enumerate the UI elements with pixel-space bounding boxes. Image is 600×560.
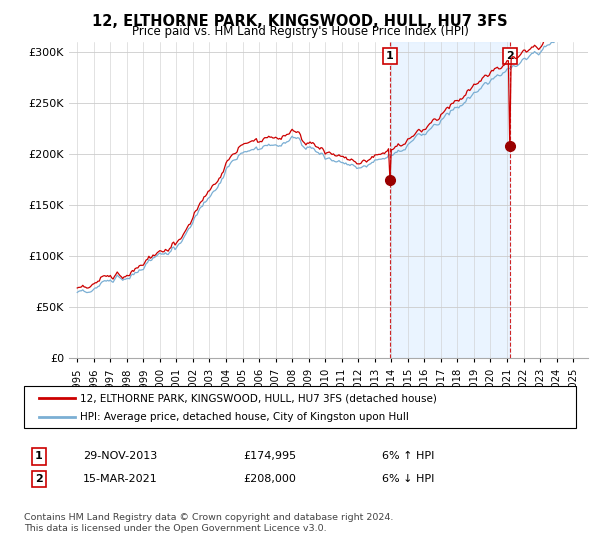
Text: 2: 2 — [35, 474, 43, 484]
Text: 15-MAR-2021: 15-MAR-2021 — [83, 474, 157, 484]
Text: 1: 1 — [35, 451, 43, 461]
Text: Price paid vs. HM Land Registry's House Price Index (HPI): Price paid vs. HM Land Registry's House … — [131, 25, 469, 38]
Text: 1: 1 — [386, 51, 394, 61]
Text: £174,995: £174,995 — [244, 451, 296, 461]
Text: £208,000: £208,000 — [244, 474, 296, 484]
Text: 6% ↓ HPI: 6% ↓ HPI — [382, 474, 434, 484]
Text: HPI: Average price, detached house, City of Kingston upon Hull: HPI: Average price, detached house, City… — [80, 412, 409, 422]
Text: 2: 2 — [506, 51, 514, 61]
Text: This data is licensed under the Open Government Licence v3.0.: This data is licensed under the Open Gov… — [24, 524, 326, 533]
Text: 29-NOV-2013: 29-NOV-2013 — [83, 451, 157, 461]
Text: 12, ELTHORNE PARK, KINGSWOOD, HULL, HU7 3FS (detached house): 12, ELTHORNE PARK, KINGSWOOD, HULL, HU7 … — [80, 393, 437, 403]
Text: 6% ↑ HPI: 6% ↑ HPI — [382, 451, 434, 461]
Text: Contains HM Land Registry data © Crown copyright and database right 2024.: Contains HM Land Registry data © Crown c… — [24, 513, 394, 522]
Text: 12, ELTHORNE PARK, KINGSWOOD, HULL, HU7 3FS: 12, ELTHORNE PARK, KINGSWOOD, HULL, HU7 … — [92, 14, 508, 29]
